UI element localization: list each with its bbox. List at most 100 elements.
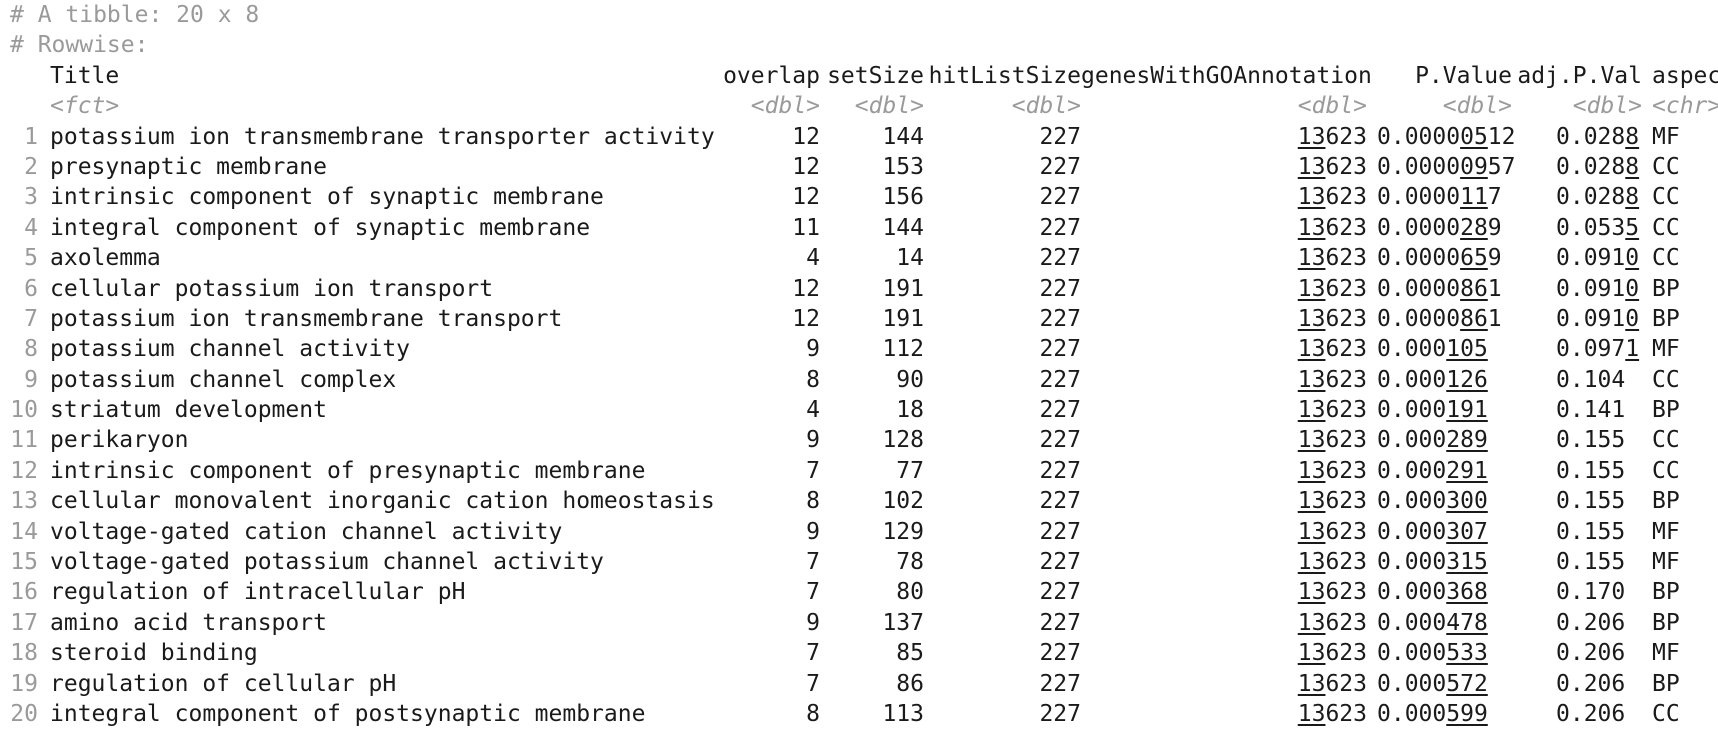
column-header-hitlistsize: hitListSize bbox=[928, 62, 1081, 89]
column-header-row: Title overlap setSize hitListSize genesW… bbox=[10, 61, 1718, 91]
cell-aspect: MF bbox=[1652, 123, 1680, 150]
cell-overlap: 7 bbox=[806, 549, 820, 576]
row-number: 8 bbox=[24, 336, 38, 363]
cell-adjpval: 0.0910 bbox=[1556, 305, 1640, 332]
cell-pvalue: 0.0000659 bbox=[1377, 245, 1502, 272]
row-number: 19 bbox=[10, 670, 38, 697]
cell-setsize: 85 bbox=[896, 640, 924, 667]
cell-adjpval: 0.155 bbox=[1556, 488, 1626, 515]
cell-hitlistsize: 227 bbox=[1039, 275, 1081, 302]
column-header-title: Title bbox=[50, 62, 120, 89]
table-row: 4 integral component of synaptic membrane… bbox=[10, 213, 1718, 243]
cell-title: amino acid transport bbox=[50, 609, 327, 636]
tibble-grouping: # Rowwise: bbox=[10, 32, 149, 59]
cell-aspect: CC bbox=[1652, 214, 1680, 241]
cell-title: regulation of intracellular pH bbox=[50, 579, 466, 606]
cell-title: potassium channel complex bbox=[50, 366, 397, 393]
table-row: 18 steroid binding 7 85 227 13623 0.000533 0.20… bbox=[10, 638, 1718, 668]
cell-overlap: 12 bbox=[792, 305, 820, 332]
row-number: 13 bbox=[10, 488, 38, 515]
cell-geneswithgoannotation: 13623 bbox=[1297, 457, 1367, 484]
cell-hitlistsize: 227 bbox=[1039, 153, 1081, 180]
cell-overlap: 8 bbox=[806, 366, 820, 393]
cell-setsize: 191 bbox=[882, 275, 924, 302]
cell-title: cellular monovalent inorganic cation hom… bbox=[50, 488, 715, 515]
cell-aspect: CC bbox=[1652, 700, 1680, 727]
cell-hitlistsize: 227 bbox=[1039, 457, 1081, 484]
cell-aspect: BP bbox=[1652, 275, 1680, 302]
row-number: 14 bbox=[10, 518, 38, 545]
cell-adjpval: 0.155 bbox=[1556, 457, 1626, 484]
cell-geneswithgoannotation: 13623 bbox=[1297, 579, 1367, 606]
cell-aspect: CC bbox=[1652, 184, 1680, 211]
cell-aspect: CC bbox=[1652, 245, 1680, 272]
cell-setsize: 90 bbox=[896, 366, 924, 393]
column-type-pvalue: <dbl> bbox=[1442, 93, 1512, 120]
cell-geneswithgoannotation: 13623 bbox=[1297, 366, 1367, 393]
table-row: 7 potassium ion transmembrane transport 12… bbox=[10, 304, 1718, 334]
cell-aspect: CC bbox=[1652, 457, 1680, 484]
cell-geneswithgoannotation: 13623 bbox=[1297, 427, 1367, 454]
cell-geneswithgoannotation: 13623 bbox=[1297, 305, 1367, 332]
table-row: 10 striatum development 4 18 227 13623 0.00019… bbox=[10, 395, 1718, 425]
cell-adjpval: 0.0971 bbox=[1556, 336, 1640, 363]
cell-hitlistsize: 227 bbox=[1039, 488, 1081, 515]
cell-geneswithgoannotation: 13623 bbox=[1297, 670, 1367, 697]
cell-title: intrinsic component of synaptic membrane bbox=[50, 184, 604, 211]
cell-title: potassium channel activity bbox=[50, 336, 411, 363]
cell-adjpval: 0.155 bbox=[1556, 427, 1626, 454]
cell-pvalue: 0.000126 bbox=[1377, 366, 1488, 393]
table-row: 15 voltage-gated potassium channel activi… bbox=[10, 547, 1718, 577]
cell-overlap: 11 bbox=[792, 214, 820, 241]
cell-aspect: BP bbox=[1652, 579, 1680, 606]
cell-hitlistsize: 227 bbox=[1039, 366, 1081, 393]
cell-adjpval: 0.141 bbox=[1556, 397, 1626, 424]
cell-hitlistsize: 227 bbox=[1039, 609, 1081, 636]
cell-hitlistsize: 227 bbox=[1039, 123, 1081, 150]
cell-overlap: 7 bbox=[806, 670, 820, 697]
column-header-geneswithgoannotation: genesWithGOAnnotation bbox=[1081, 62, 1372, 89]
table-body: 1 potassium ion transmembrane transporter… bbox=[10, 122, 1718, 729]
cell-hitlistsize: 227 bbox=[1039, 518, 1081, 545]
cell-overlap: 9 bbox=[806, 427, 820, 454]
tibble-dimensions: # A tibble: 20 x 8 bbox=[10, 2, 260, 28]
table-row: 9 potassium channel complex 8 90 227 13623 0.0… bbox=[10, 365, 1718, 395]
cell-overlap: 4 bbox=[806, 245, 820, 272]
cell-hitlistsize: 227 bbox=[1039, 549, 1081, 576]
cell-setsize: 102 bbox=[882, 488, 924, 515]
table-row: 3 intrinsic component of synaptic membran… bbox=[10, 182, 1718, 212]
cell-pvalue: 0.0000289 bbox=[1377, 214, 1502, 241]
cell-geneswithgoannotation: 13623 bbox=[1297, 123, 1367, 150]
cell-pvalue: 0.000291 bbox=[1377, 457, 1488, 484]
cell-title: voltage-gated potassium channel activity bbox=[50, 549, 604, 576]
cell-geneswithgoannotation: 13623 bbox=[1297, 397, 1367, 424]
cell-setsize: 156 bbox=[882, 184, 924, 211]
cell-aspect: MF bbox=[1652, 549, 1680, 576]
row-number: 11 bbox=[10, 427, 38, 454]
cell-pvalue: 0.00000512 bbox=[1377, 123, 1516, 150]
cell-adjpval: 0.104 bbox=[1556, 366, 1626, 393]
cell-pvalue: 0.000599 bbox=[1377, 700, 1488, 727]
cell-pvalue: 0.00000957 bbox=[1377, 153, 1516, 180]
cell-pvalue: 0.0000861 bbox=[1377, 275, 1502, 302]
table-row: 13 cellular monovalent inorganic cation h… bbox=[10, 486, 1718, 516]
cell-aspect: BP bbox=[1652, 397, 1680, 424]
cell-overlap: 12 bbox=[792, 275, 820, 302]
cell-title: potassium ion transmembrane transport bbox=[50, 305, 563, 332]
cell-pvalue: 0.000307 bbox=[1377, 518, 1488, 545]
cell-hitlistsize: 227 bbox=[1039, 336, 1081, 363]
cell-title: steroid binding bbox=[50, 640, 258, 667]
cell-setsize: 113 bbox=[882, 700, 924, 727]
cell-setsize: 137 bbox=[882, 609, 924, 636]
cell-title: intrinsic component of presynaptic membr… bbox=[50, 457, 646, 484]
cell-adjpval: 0.170 bbox=[1556, 579, 1626, 606]
table-row: 14 voltage-gated cation channel activity 9… bbox=[10, 517, 1718, 547]
cell-adjpval: 0.0535 bbox=[1556, 214, 1640, 241]
column-type-aspect: <chr> bbox=[1652, 93, 1718, 120]
cell-pvalue: 0.000572 bbox=[1377, 670, 1488, 697]
cell-title: cellular potassium ion transport bbox=[50, 275, 494, 302]
cell-aspect: MF bbox=[1652, 336, 1680, 363]
cell-title: striatum development bbox=[50, 397, 327, 424]
cell-geneswithgoannotation: 13623 bbox=[1297, 518, 1367, 545]
cell-hitlistsize: 227 bbox=[1039, 397, 1081, 424]
